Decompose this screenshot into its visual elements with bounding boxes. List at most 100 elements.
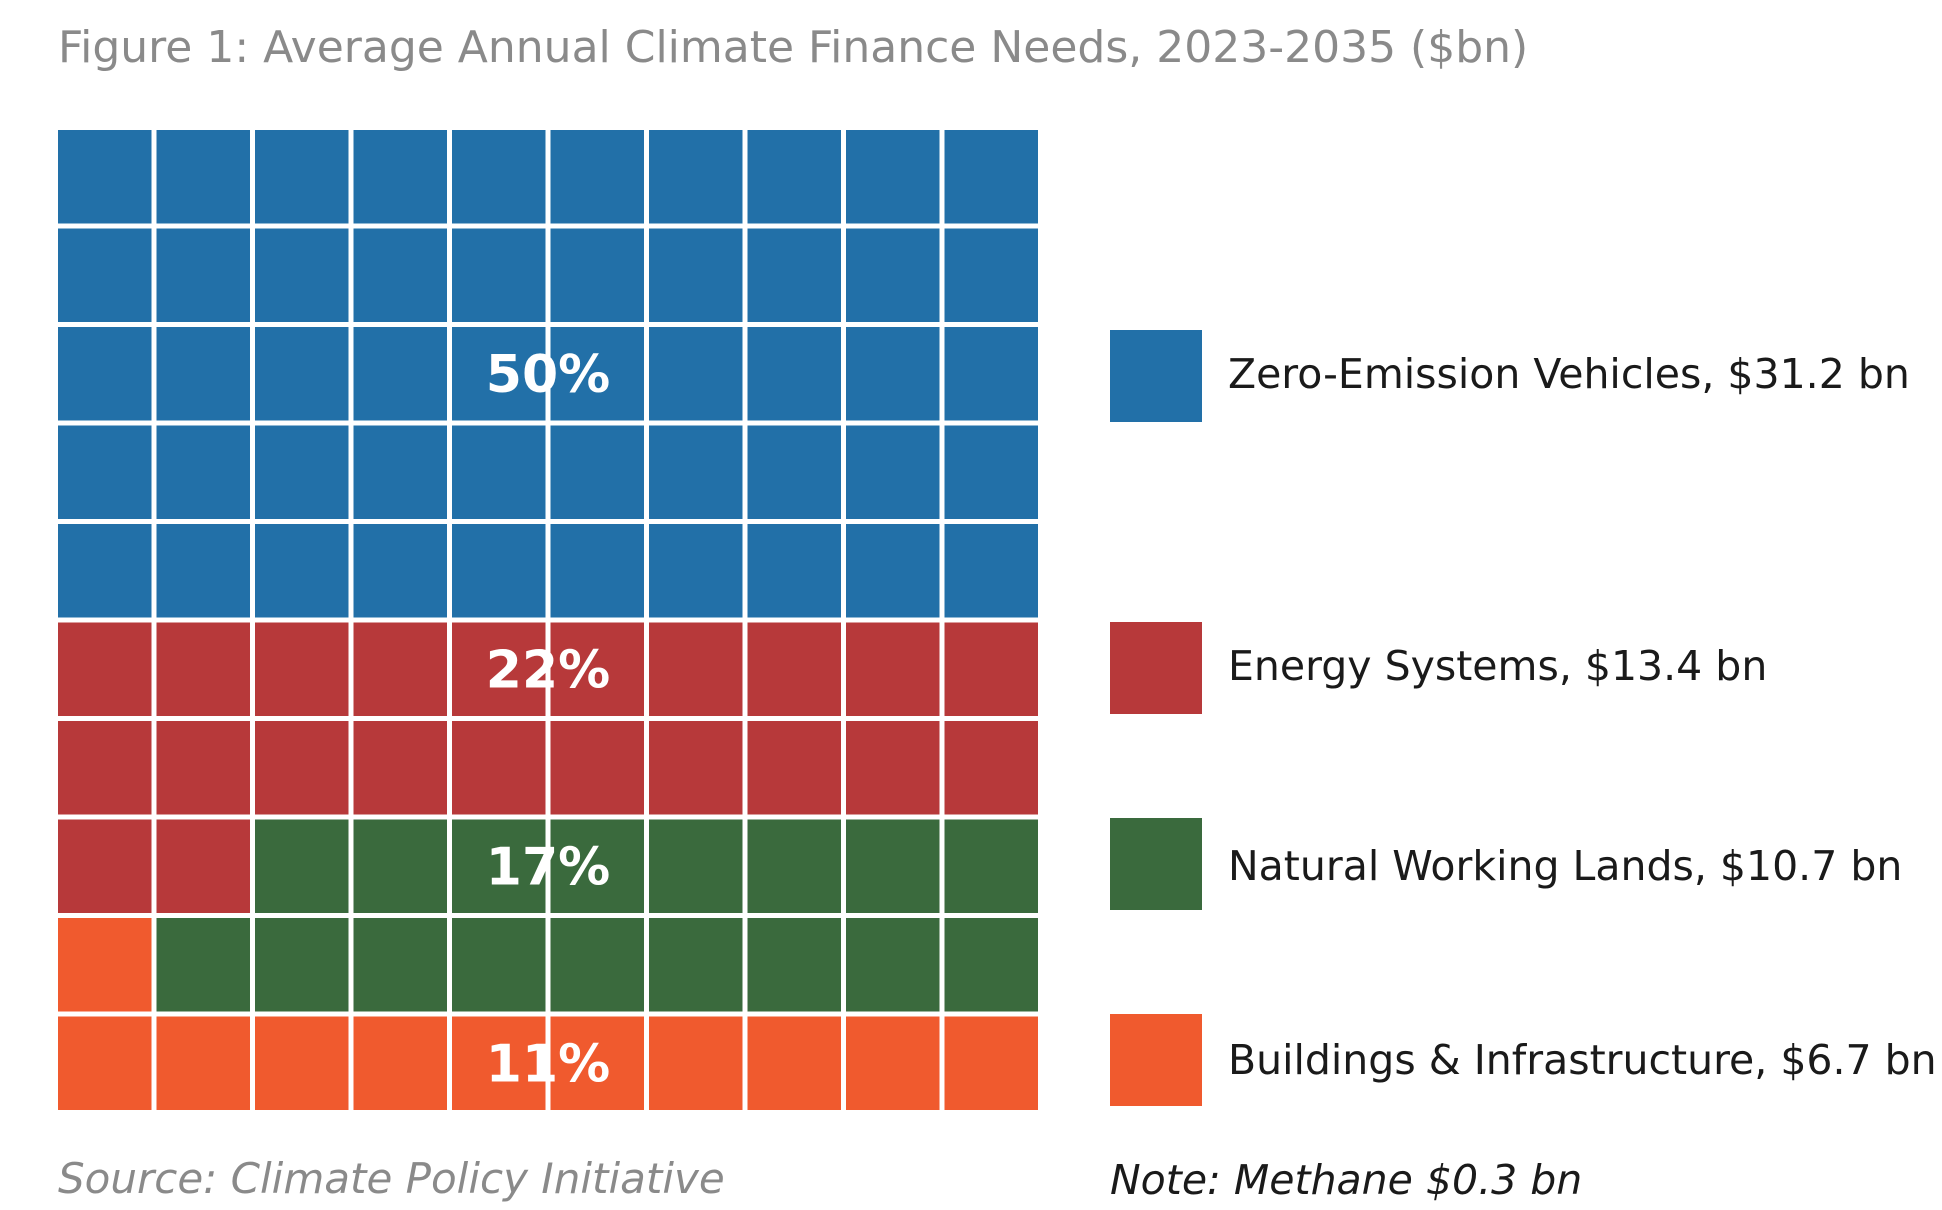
waffle-cell-energy-systems [944, 622, 1038, 716]
legend-swatch-buildings-infrastructure [1110, 1014, 1202, 1106]
legend-swatch-zero-emission-vehicles [1110, 330, 1202, 422]
waffle-cell-zero-emission-vehicles [846, 327, 940, 421]
waffle-cell-zero-emission-vehicles [255, 228, 349, 322]
waffle-cell-zero-emission-vehicles [156, 524, 250, 618]
waffle-cell-zero-emission-vehicles [550, 228, 644, 322]
methane-note: Note: Methane $0.3 bn [1110, 1156, 1583, 1204]
waffle-cell-zero-emission-vehicles [156, 228, 250, 322]
percent-labels: 50% 22% 17% 11% [486, 345, 610, 1095]
waffle-cell-natural-working-lands [944, 819, 1038, 913]
waffle-cell-natural-working-lands [550, 819, 644, 913]
waffle-cell-zero-emission-vehicles [747, 425, 841, 519]
waffle-cell-energy-systems [58, 819, 152, 913]
waffle-cell-zero-emission-vehicles [944, 524, 1038, 618]
waffle-cell-natural-working-lands [846, 918, 940, 1012]
waffle-cell-natural-working-lands [747, 819, 841, 913]
waffle-cell-zero-emission-vehicles [649, 327, 743, 421]
waffle-cell-natural-working-lands [353, 918, 447, 1012]
waffle-cell-natural-working-lands [255, 819, 349, 913]
waffle-cell-natural-working-lands [255, 918, 349, 1012]
waffle-cell-zero-emission-vehicles [649, 524, 743, 618]
waffle-cell-zero-emission-vehicles [58, 524, 152, 618]
waffle-cell-energy-systems [944, 721, 1038, 815]
waffle-cell-energy-systems [846, 622, 940, 716]
waffle-cell-buildings-infrastructure [846, 1016, 940, 1110]
waffle-cell-energy-systems [156, 819, 250, 913]
waffle-cell-energy-systems [649, 622, 743, 716]
waffle-cell-zero-emission-vehicles [550, 327, 644, 421]
waffle-cell-energy-systems [846, 721, 940, 815]
chart-title: Figure 1: Average Annual Climate Finance… [58, 22, 1529, 73]
percent-label-natural-working-lands: 17% [486, 837, 610, 897]
waffle-cell-buildings-infrastructure [649, 1016, 743, 1110]
waffle-cell-natural-working-lands [846, 819, 940, 913]
waffle-cell-energy-systems [353, 721, 447, 815]
waffle-cell-zero-emission-vehicles [255, 524, 349, 618]
waffle-cell-zero-emission-vehicles [255, 130, 349, 224]
waffle-cell-energy-systems [58, 721, 152, 815]
waffle-cell-zero-emission-vehicles [353, 327, 447, 421]
waffle-cell-zero-emission-vehicles [944, 327, 1038, 421]
waffle-cell-zero-emission-vehicles [255, 425, 349, 519]
waffle-cell-zero-emission-vehicles [58, 130, 152, 224]
waffle-cell-zero-emission-vehicles [747, 130, 841, 224]
waffle-cell-energy-systems [255, 721, 349, 815]
waffle-cell-zero-emission-vehicles [353, 130, 447, 224]
waffle-cell-buildings-infrastructure [58, 1016, 152, 1110]
waffle-cell-zero-emission-vehicles [353, 425, 447, 519]
percent-label-buildings-infrastructure: 11% [486, 1034, 610, 1094]
waffle-cell-energy-systems [747, 721, 841, 815]
waffle-cell-zero-emission-vehicles [846, 228, 940, 322]
waffle-cell-zero-emission-vehicles [747, 327, 841, 421]
waffle-cell-natural-working-lands [156, 918, 250, 1012]
waffle-cell-zero-emission-vehicles [452, 228, 546, 322]
waffle-cell-zero-emission-vehicles [846, 425, 940, 519]
waffle-cell-energy-systems [156, 721, 250, 815]
waffle-cell-energy-systems [649, 721, 743, 815]
waffle-cell-zero-emission-vehicles [255, 327, 349, 421]
waffle-cell-zero-emission-vehicles [353, 524, 447, 618]
waffle-cells [58, 130, 1038, 1110]
waffle-cell-zero-emission-vehicles [747, 524, 841, 618]
waffle-cell-energy-systems [452, 622, 546, 716]
waffle-cell-buildings-infrastructure [550, 1016, 644, 1110]
waffle-cell-natural-working-lands [649, 819, 743, 913]
waffle-cell-zero-emission-vehicles [846, 524, 940, 618]
waffle-cell-energy-systems [550, 622, 644, 716]
legend-swatch-natural-working-lands [1110, 818, 1202, 910]
waffle-cell-energy-systems [550, 721, 644, 815]
waffle-cell-natural-working-lands [944, 918, 1038, 1012]
legend-swatch-energy-systems [1110, 622, 1202, 714]
waffle-cell-zero-emission-vehicles [649, 130, 743, 224]
waffle-cell-buildings-infrastructure [452, 1016, 546, 1110]
waffle-cell-zero-emission-vehicles [452, 327, 546, 421]
waffle-cell-zero-emission-vehicles [156, 130, 250, 224]
waffle-cell-buildings-infrastructure [58, 918, 152, 1012]
waffle-cell-zero-emission-vehicles [156, 327, 250, 421]
waffle-cell-zero-emission-vehicles [944, 425, 1038, 519]
waffle-cell-buildings-infrastructure [944, 1016, 1038, 1110]
waffle-cell-energy-systems [747, 622, 841, 716]
waffle-cell-zero-emission-vehicles [649, 228, 743, 322]
waffle-cell-energy-systems [58, 622, 152, 716]
waffle-cell-natural-working-lands [649, 918, 743, 1012]
waffle-cell-natural-working-lands [550, 918, 644, 1012]
percent-label-zero-emission-vehicles: 50% [486, 345, 610, 405]
waffle-cell-buildings-infrastructure [353, 1016, 447, 1110]
waffle-cell-zero-emission-vehicles [452, 130, 546, 224]
source-note: Source: Climate Policy Initiative [58, 1154, 725, 1203]
waffle-cell-zero-emission-vehicles [944, 130, 1038, 224]
waffle-cell-natural-working-lands [747, 918, 841, 1012]
waffle-cell-zero-emission-vehicles [452, 425, 546, 519]
waffle-cell-zero-emission-vehicles [550, 425, 644, 519]
legend-label-natural-working-lands: Natural Working Lands, $10.7 bn [1228, 842, 1903, 890]
waffle-cell-zero-emission-vehicles [58, 425, 152, 519]
waffle-cell-natural-working-lands [452, 918, 546, 1012]
waffle-cell-buildings-infrastructure [156, 1016, 250, 1110]
legend-label-buildings-infrastructure: Buildings & Infrastructure, $6.7 bn [1228, 1036, 1937, 1084]
waffle-cell-zero-emission-vehicles [944, 228, 1038, 322]
legend-label-zero-emission-vehicles: Zero-Emission Vehicles, $31.2 bn [1228, 350, 1910, 398]
waffle-cell-zero-emission-vehicles [550, 130, 644, 224]
waffle-cell-natural-working-lands [353, 819, 447, 913]
waffle-cell-natural-working-lands [452, 819, 546, 913]
